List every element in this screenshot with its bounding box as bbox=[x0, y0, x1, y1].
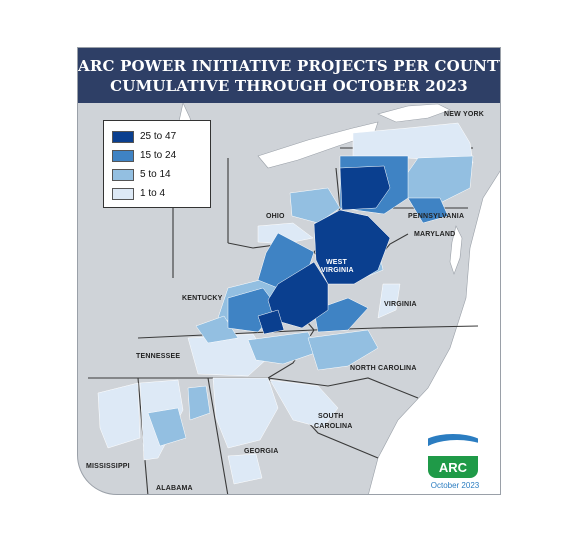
border-al-ga bbox=[207, 377, 229, 494]
map-date: October 2023 bbox=[430, 481, 480, 490]
chesapeake-bay bbox=[449, 225, 463, 275]
label-west-virginia-1: WEST bbox=[326, 259, 348, 266]
counties-25-to-47 bbox=[257, 165, 391, 335]
label-pennsylvania: PENNSYLVANIA bbox=[408, 213, 464, 220]
title-line-1: ARC POWER INITIATIVE PROJECTS PER COUNTY bbox=[78, 57, 501, 75]
label-south-carolina-1: SOUTH bbox=[318, 413, 344, 420]
label-tennessee: TENNESSEE bbox=[136, 353, 180, 360]
label-kentucky: KENTUCKY bbox=[182, 295, 223, 302]
title-line-2: CUMULATIVE THROUGH OCTOBER 2023 bbox=[110, 77, 468, 95]
border-nc-sc bbox=[267, 377, 419, 399]
border-ky-tn bbox=[137, 329, 315, 339]
legend-swatch bbox=[112, 149, 134, 162]
arc-logo: ARC bbox=[428, 428, 478, 478]
atlantic-ocean bbox=[368, 170, 500, 494]
legend-swatch bbox=[112, 187, 134, 200]
legend-row: 15 to 24 bbox=[112, 146, 202, 165]
lake-ontario bbox=[377, 103, 451, 123]
legend-label: 1 to 4 bbox=[140, 188, 166, 199]
label-west-virginia-2: VIRGINIA bbox=[321, 267, 354, 274]
legend: 25 to 47 15 to 24 5 to 14 1 to 4 bbox=[103, 120, 211, 208]
legend-row: 25 to 47 bbox=[112, 127, 202, 146]
label-georgia: GEORGIA bbox=[244, 448, 278, 455]
logo-text: ARC bbox=[438, 460, 468, 475]
legend-row: 1 to 4 bbox=[112, 184, 202, 203]
map-frame: NEW YORK PENNSYLVANIA OHIO MARYLAND WEST… bbox=[77, 47, 501, 495]
legend-swatch bbox=[112, 130, 134, 143]
legend-label: 25 to 47 bbox=[140, 131, 177, 142]
title-banner: ARC POWER INITIATIVE PROJECTS PER COUNTY… bbox=[78, 48, 500, 103]
logo-green-band bbox=[428, 456, 478, 478]
label-north-carolina: NORTH CAROLINA bbox=[350, 365, 417, 372]
label-alabama: ALABAMA bbox=[156, 485, 193, 492]
label-virginia: VIRGINIA bbox=[384, 301, 417, 308]
legend-label: 5 to 14 bbox=[140, 169, 171, 180]
legend-label: 15 to 24 bbox=[140, 150, 177, 161]
label-new-york: NEW YORK bbox=[444, 111, 484, 118]
label-south-carolina-2: CAROLINA bbox=[314, 423, 353, 430]
label-maryland: MARYLAND bbox=[414, 231, 455, 238]
label-mississippi: MISSISSIPPI bbox=[86, 463, 130, 470]
legend-swatch bbox=[112, 168, 134, 181]
legend-row: 5 to 14 bbox=[112, 165, 202, 184]
label-ohio: OHIO bbox=[266, 213, 285, 220]
